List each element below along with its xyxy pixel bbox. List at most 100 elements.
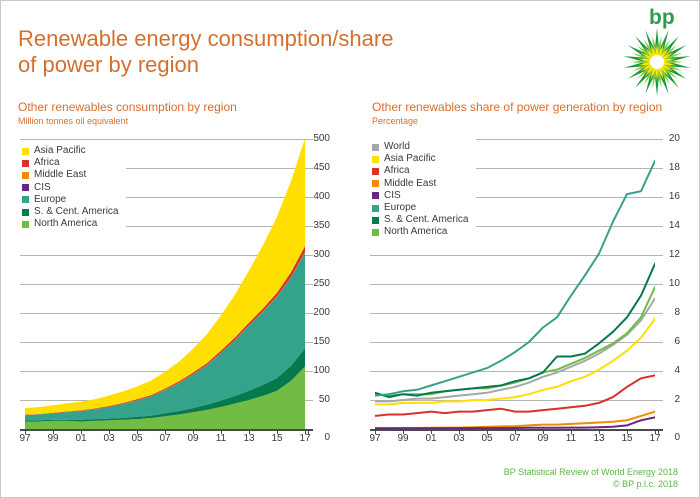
legend-label: Europe — [34, 193, 67, 205]
x-axis-label: 05 — [131, 433, 143, 444]
legend-item: CIS — [22, 182, 118, 194]
gridline — [370, 312, 663, 314]
x-axis-tick — [305, 431, 306, 434]
legend-swatch — [22, 220, 29, 228]
line-north-america — [375, 285, 655, 397]
legend-label: Middle East — [34, 169, 87, 181]
gridline — [370, 370, 663, 372]
x-axis-label: 11 — [565, 433, 577, 444]
page-title: Renewable energy consumption/share of po… — [18, 26, 394, 77]
line-cis — [375, 416, 655, 429]
legend-swatch — [22, 184, 29, 192]
helios-center — [650, 55, 664, 69]
x-axis-tick — [487, 431, 488, 434]
y-axis-label: 10 — [668, 278, 680, 289]
y-axis-label: 500 — [313, 133, 330, 144]
area-north-america — [25, 366, 305, 429]
x-axis-label: 09 — [537, 433, 549, 444]
y-axis-label: 450 — [313, 162, 330, 173]
chart-legend: Asia Pacific Africa Middle East CIS Europe S.… — [20, 143, 127, 233]
x-axis-label: 13 — [593, 433, 605, 444]
left-chart-title: Other renewables consumption by region — [18, 100, 237, 114]
y-axis-label: 18 — [668, 162, 680, 173]
gridline — [370, 225, 663, 227]
x-axis-label: 13 — [243, 433, 255, 444]
legend-item: Asia Pacific — [22, 145, 118, 157]
x-axis-tick — [109, 431, 110, 434]
legend-item: North America — [22, 218, 118, 230]
legend-swatch — [372, 180, 379, 188]
x-axis-line — [20, 429, 313, 431]
x-axis-label: 01 — [425, 433, 437, 444]
share-chart-plot: 2 4 6 8 10 12 14 16 18 20 97 99 01 03 05 07 09 11 13 15 17 0 W… — [369, 134, 680, 445]
x-axis-tick — [25, 431, 26, 434]
gridline — [370, 138, 663, 140]
y-axis-label: 250 — [313, 278, 330, 289]
line-series — [375, 159, 655, 429]
legend-item: CIS — [372, 190, 468, 202]
line-middle-east — [375, 410, 655, 429]
legend-label: CIS — [384, 189, 401, 201]
x-axis-label: 03 — [103, 433, 115, 444]
x-axis-label: 99 — [47, 433, 59, 444]
gridline — [370, 167, 663, 169]
x-axis-tick — [277, 431, 278, 434]
x-axis-tick — [571, 431, 572, 434]
footer-source: BP Statistical Review of World Energy 20… — [503, 467, 678, 477]
y-axis-label: 16 — [668, 191, 680, 202]
right-chart-subtitle: Percentage — [372, 116, 419, 126]
y-axis-label: 12 — [668, 249, 680, 260]
x-axis-tick — [193, 431, 194, 434]
legend-swatch — [372, 192, 379, 200]
legend-swatch — [22, 196, 29, 204]
axis-corner-tick — [658, 431, 659, 434]
y-axis-label: 150 — [313, 336, 330, 347]
legend-label: Europe — [384, 202, 417, 214]
x-axis-label: 15 — [271, 433, 283, 444]
legend-item: Middle East — [22, 169, 118, 181]
legend-label: S. & Cent. America — [34, 206, 119, 218]
gridline — [20, 283, 313, 285]
x-axis-tick — [543, 431, 544, 434]
x-axis-label: 09 — [187, 433, 199, 444]
x-axis-label: 99 — [397, 433, 409, 444]
x-axis-tick — [137, 431, 138, 434]
gridline — [20, 254, 313, 256]
y-axis-zero-label: 0 — [674, 432, 680, 443]
gridline — [370, 341, 663, 343]
x-axis-tick — [459, 431, 460, 434]
x-axis-tick — [221, 431, 222, 434]
x-axis-label: 07 — [159, 433, 171, 444]
x-axis-tick — [515, 431, 516, 434]
chart-legend: World Asia Pacific Africa Middle East CIS Eur… — [370, 139, 477, 241]
footer-copyright: © BP p.l.c. 2018 — [612, 479, 678, 489]
legend-swatch — [22, 159, 29, 167]
area-europe — [25, 252, 305, 421]
legend-swatch — [22, 208, 29, 216]
area-asia-pacific — [25, 139, 305, 415]
bp-logo-text: bp — [649, 6, 675, 29]
gridline — [20, 138, 313, 140]
y-axis-label: 400 — [313, 191, 330, 202]
left-chart-subtitle: Million tonnes oil equivalent — [18, 116, 129, 126]
y-axis-label: 2 — [674, 394, 680, 405]
axis-corner-tick — [308, 431, 309, 434]
x-axis-tick — [599, 431, 600, 434]
x-axis-line — [370, 429, 663, 431]
right-chart-title: Other renewables share of power generati… — [372, 100, 663, 114]
y-axis-label: 200 — [313, 307, 330, 318]
legend-label: CIS — [34, 181, 51, 193]
legend-label: Middle East — [384, 177, 437, 189]
x-axis-label: 03 — [453, 433, 465, 444]
y-axis-label: 20 — [668, 133, 680, 144]
legend-item: Middle East — [372, 178, 468, 190]
bp-helios-icon — [623, 28, 691, 96]
gridline — [20, 225, 313, 227]
gridline — [20, 341, 313, 343]
y-axis-label: 350 — [313, 220, 330, 231]
y-axis-label: 100 — [313, 365, 330, 376]
gridline — [370, 196, 663, 198]
area-s-cent-america — [25, 348, 305, 422]
legend-label: Asia Pacific — [34, 145, 86, 157]
